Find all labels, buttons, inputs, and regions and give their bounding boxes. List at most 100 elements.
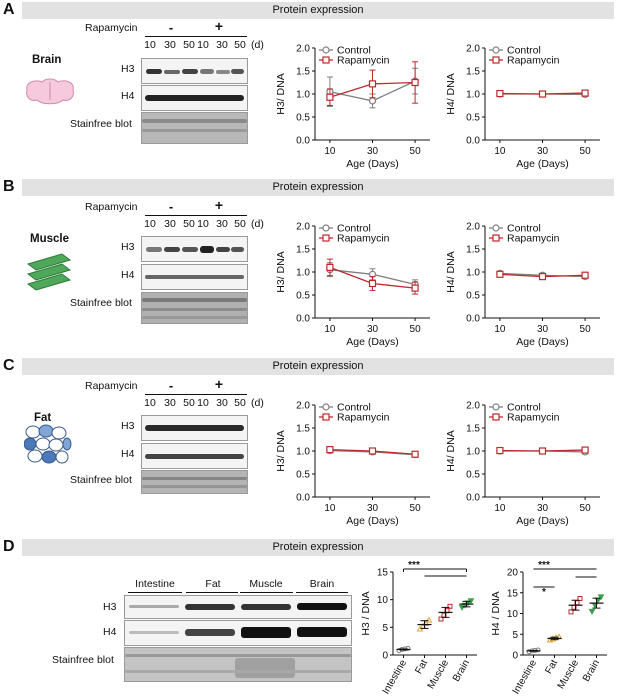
h4-blot-a [141,85,248,111]
age-label: 50 [234,218,246,230]
y-tick-label: 15 [507,588,519,599]
x-axis-label: Age (Days) [346,158,399,170]
legend-marker [322,234,330,242]
legend-marker [492,234,500,242]
x-tick-label: 30 [537,146,549,157]
underline-intestine [128,592,182,593]
legend-marker [322,56,330,64]
data-point [438,616,444,622]
y-axis-label: H3 / DNA [360,591,372,635]
rapamycin-label-c: Rapamycin [85,380,138,392]
data-point [326,93,334,101]
h4-blot-c [141,443,248,469]
y-axis-label: H3/ DNA [275,251,287,292]
age-unit: (d) [251,218,264,230]
y-tick-label: 0.5 [296,470,310,481]
y-tick-label: 2.0 [466,401,480,412]
age-label: 10 [197,397,209,409]
plus-c: + [214,376,224,392]
legend-label: Control [337,45,371,57]
y-tick-label: 0 [512,651,518,662]
significance-label: * [542,587,546,598]
tissue-label-muscle: Muscle [249,578,283,590]
blot-label-stainfree-d: Stainfree blot [52,654,114,666]
x-tick-label: 50 [580,503,592,514]
underline-brain [296,592,348,593]
y-tick-label: 10 [377,595,389,606]
age-label: 30 [164,39,176,51]
y-tick-label: 0.5 [296,291,310,302]
y-tick-label: 0.5 [466,470,480,481]
y-tick-label: 2.0 [466,222,480,233]
age-label: 30 [216,397,228,409]
legend-label: Control [507,45,541,57]
underline-plus-c [195,394,247,395]
blot-label-h3: H3 [121,63,135,75]
x-axis-label: Age (Days) [516,515,569,527]
data-point [405,645,411,651]
data-point [368,80,377,88]
x-tick-label: 10 [324,146,336,157]
legend-label: Rapamycin [337,412,390,424]
panel-letter-b: B [3,178,15,195]
data-point [425,616,433,623]
legend-label: Control [507,223,541,235]
x-axis-label: Age (Days) [346,336,399,348]
legend-label: Control [337,402,371,414]
h4-blot-b [141,264,248,290]
legend-label: Rapamycin [337,55,390,67]
brain-icon [26,78,74,105]
age-unit: (d) [251,397,264,409]
y-tick-label: 1.5 [466,245,480,256]
age-label: 10 [197,39,209,51]
panel-letter-a: A [3,1,15,18]
data-point [581,89,589,97]
age-label: 10 [144,218,156,230]
h4-blot-d [124,620,352,646]
blot-label-h4: H4 [121,448,135,460]
blot-label-h4: H4 [121,269,135,281]
x-tick-label: 50 [410,146,422,157]
x-tick-label: Muscle [426,658,452,691]
chart-b-h4: 0.0 0.5 1.0 1.5 2.0 10 30 50 Age (Days) H4/ DNA Co… [445,222,600,348]
age-label: 10 [144,397,156,409]
x-tick-label: Intestine [511,658,540,697]
y-tick-label: 1.0 [296,90,310,101]
chart-c-h4: 0.0 0.5 1.0 1.5 2.0 10 30 50 Age (Days) H4/ DNA Co… [445,401,600,527]
y-tick-label: 10 [507,609,519,620]
x-tick-label: Brain [581,658,602,684]
tissue-label-fat: Fat [205,578,221,590]
y-tick-label: 1.5 [466,424,480,435]
y-tick-label: 1.5 [466,67,480,78]
data-point [597,594,605,601]
legend-marker [322,413,330,421]
x-tick-label: Intestine [381,658,410,697]
x-tick-label: 10 [494,503,506,514]
y-tick-label: 0.0 [296,314,310,325]
y-tick-label: 1.5 [296,245,310,256]
blot-label-h3: H3 [121,241,135,253]
data-point [538,447,547,455]
chart-c-h3: 0.0 0.5 1.0 1.5 2.0 10 30 50 Age (Days) H3/ DNA Co… [275,401,430,527]
x-axis-label: Age (Days) [346,515,399,527]
tissue-name-brain: Brain [32,54,62,66]
data-point [538,272,547,281]
y-tick-label: 1.0 [296,268,310,279]
blot-label-h4-d: H4 [103,626,117,638]
data-point [447,603,453,609]
data-point [368,97,377,105]
legend-label: Control [337,223,371,235]
legend-marker [492,413,500,421]
x-tick-label: Fat [543,658,560,676]
x-tick-label: 10 [324,503,336,514]
data-point [581,446,589,454]
underline-fat [186,592,238,593]
plus-a: + [214,18,224,34]
significance-label: *** [408,560,420,571]
y-tick-label: 1.0 [466,268,480,279]
x-tick-label: Brain [451,658,472,684]
banner-b: Protein expression [22,179,614,196]
data-point [568,609,574,615]
legend-marker [322,224,330,232]
